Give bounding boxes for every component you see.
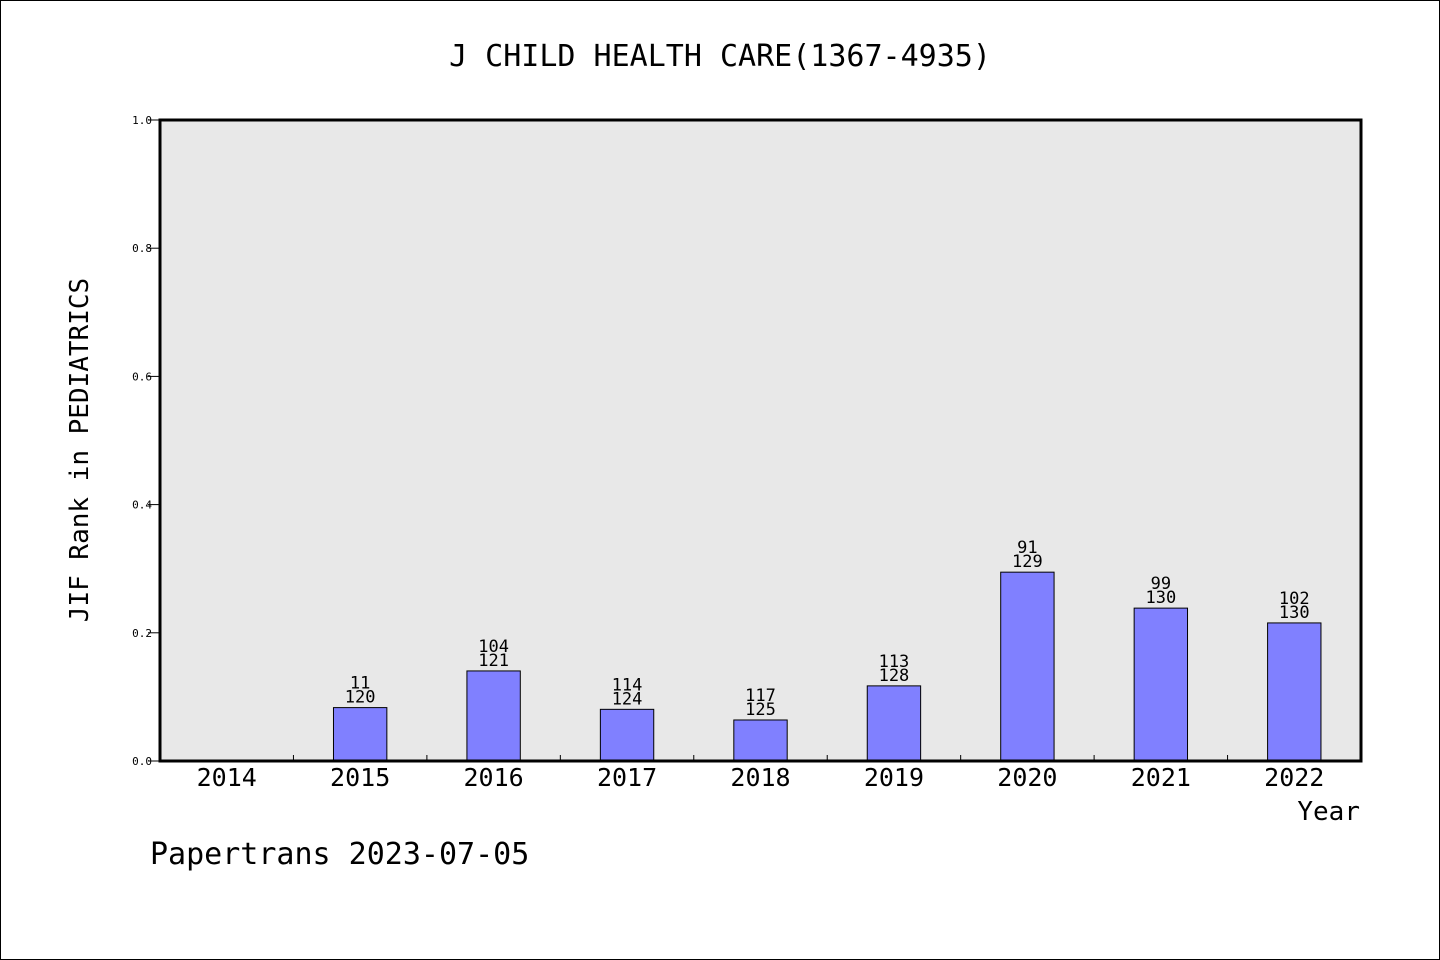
y-tick-label: 1.0 bbox=[132, 114, 152, 127]
y-tick-label: 0.2 bbox=[132, 627, 152, 640]
plot-border bbox=[158, 118, 1363, 763]
x-tick-label: 2014 bbox=[197, 763, 257, 792]
x-axis-title: Year bbox=[1297, 797, 1360, 827]
bar-total-label: 125 bbox=[745, 700, 776, 720]
bar bbox=[599, 708, 655, 762]
x-tick-label: 2017 bbox=[597, 763, 657, 792]
bar-total-label: 128 bbox=[879, 666, 910, 686]
bar bbox=[1000, 571, 1055, 762]
bar-rank-label: 117 bbox=[745, 686, 776, 706]
bar-rank-label: 11 bbox=[350, 674, 370, 694]
bar-total-label: 129 bbox=[1012, 552, 1043, 572]
bar-total-label: 130 bbox=[1279, 603, 1310, 623]
bar-rank-label: 102 bbox=[1279, 589, 1310, 609]
x-axis: 2014 2015 2016 2017 2018 2019 2020 2021 2022 bbox=[197, 755, 1324, 792]
bar-total-label: 124 bbox=[612, 689, 643, 709]
x-tick-label: 2018 bbox=[730, 763, 790, 792]
bar bbox=[866, 685, 922, 762]
y-tick-label: 0.6 bbox=[132, 370, 152, 383]
x-tick-label: 2015 bbox=[330, 763, 390, 792]
y-axis: 0.0 0.2 0.4 0.6 0.8 1.0 bbox=[132, 114, 160, 768]
x-tick-label: 2022 bbox=[1264, 763, 1324, 792]
y-tick-label: 0.4 bbox=[132, 499, 152, 512]
footer-credit: Papertrans 2023-07-05 bbox=[150, 837, 529, 872]
bar bbox=[1133, 607, 1189, 762]
bar-rank-label: 91 bbox=[1017, 538, 1037, 558]
bar-rank-label: 113 bbox=[879, 652, 910, 672]
y-axis-title: JIF Rank in PEDIATRICS bbox=[65, 278, 95, 622]
bar-rank-label: 104 bbox=[478, 637, 509, 657]
bar-total-label: 130 bbox=[1145, 588, 1176, 608]
bar bbox=[332, 707, 388, 762]
bar-total-label: 120 bbox=[345, 688, 376, 708]
x-tick-label: 2016 bbox=[464, 763, 524, 792]
bar bbox=[733, 719, 788, 762]
bar bbox=[1267, 622, 1322, 762]
bars-group bbox=[332, 571, 1322, 762]
y-tick-label: 0.0 bbox=[132, 755, 152, 768]
x-tick-label: 2019 bbox=[864, 763, 924, 792]
x-tick-label: 2021 bbox=[1131, 763, 1191, 792]
bar-total-label: 121 bbox=[478, 651, 509, 671]
y-tick-label: 0.8 bbox=[132, 242, 152, 255]
bar-rank-label: 114 bbox=[612, 675, 643, 695]
bar-rank-label: 99 bbox=[1151, 574, 1171, 594]
x-tick-label: 2020 bbox=[997, 763, 1057, 792]
chart-title: J CHILD HEALTH CARE(1367-4935) bbox=[449, 39, 991, 74]
bar bbox=[466, 670, 521, 762]
